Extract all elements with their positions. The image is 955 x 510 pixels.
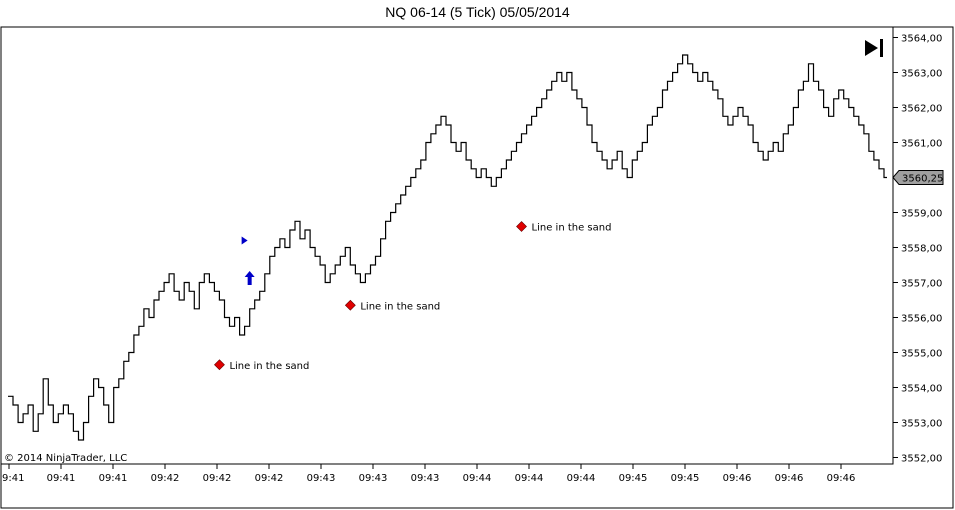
y-tick-label: 3553,00 <box>901 419 942 430</box>
chart-title: NQ 06-14 (5 Tick) 05/05/2014 <box>385 4 570 20</box>
x-tick-label: 09:44 <box>567 473 596 484</box>
y-tick-label: 3555,00 <box>901 349 942 360</box>
y-tick-label: 3564,00 <box>901 34 942 45</box>
outer-frame <box>0 26 954 509</box>
y-tick-label: 3559,00 <box>901 209 942 220</box>
y-tick-label: 3561,00 <box>901 139 942 150</box>
y-tick-label: 3563,00 <box>901 69 942 80</box>
y-axis: 3552,00 3553,00 3554,00 3555,00 3556,00 3557,… <box>893 34 942 465</box>
diamond-marker <box>516 221 527 232</box>
plot-area-frame <box>0 26 894 465</box>
x-tick-label: 09:41 <box>47 473 76 484</box>
x-tick-label: 09:43 <box>307 473 336 484</box>
play-forward-icon[interactable] <box>865 39 883 57</box>
x-tick-label: 09:46 <box>723 473 752 484</box>
y-tick-label: 3552,00 <box>901 454 942 465</box>
price-line <box>8 54 887 441</box>
y-tick-label: 3557,00 <box>901 279 942 290</box>
x-tick-label: 09:46 <box>775 473 804 484</box>
current-price-tag: 3560,25 <box>892 170 944 185</box>
x-tick-label: 09:43 <box>359 473 388 484</box>
x-tick-label: 9:41 <box>2 473 24 484</box>
x-tick-label: 09:46 <box>827 473 856 484</box>
y-tick-label: 3554,00 <box>901 384 942 395</box>
annotations: Line in the sand Line in the sand Line in … <box>214 221 612 372</box>
x-tick-label: 09:41 <box>99 473 128 484</box>
annotation-label: Line in the sand <box>360 301 440 312</box>
x-tick-label: 09:44 <box>515 473 544 484</box>
price-series <box>8 54 887 441</box>
x-tick-label: 09:45 <box>671 473 700 484</box>
x-tick-label: 09:42 <box>151 473 180 484</box>
buy-arrow-icon <box>244 271 255 285</box>
entry-triangle-icon <box>241 236 248 245</box>
x-tick-label: 09:43 <box>411 473 440 484</box>
x-axis: 9:41 09:41 09:41 09:42 09:42 09:42 09:43 09:43 0… <box>2 464 855 484</box>
x-tick-label: 09:42 <box>255 473 284 484</box>
diamond-marker <box>344 299 356 311</box>
y-tick-label: 3558,00 <box>901 244 942 255</box>
annotation-label: Line in the sand <box>229 361 309 372</box>
y-tick-label: 3562,00 <box>901 104 942 115</box>
current-price-label: 3560,25 <box>902 174 943 185</box>
y-tick-label: 3556,00 <box>901 314 942 325</box>
diamond-marker <box>214 359 225 371</box>
x-tick-label: 09:44 <box>463 473 492 484</box>
annotation-label: Line in the sand <box>532 223 612 234</box>
x-tick-label: 09:42 <box>203 473 232 484</box>
copyright-label: © 2014 NinjaTrader, LLC <box>4 453 127 464</box>
x-tick-label: 09:45 <box>619 473 648 484</box>
